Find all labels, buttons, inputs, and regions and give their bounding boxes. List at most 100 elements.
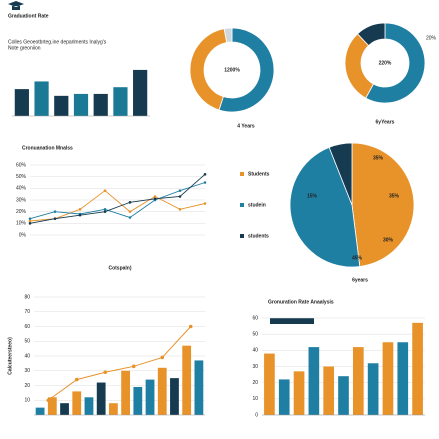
- point: [103, 208, 107, 211]
- point: [78, 213, 82, 217]
- bar: [133, 69, 148, 116]
- point: [78, 208, 82, 211]
- bar: [323, 366, 335, 415]
- donut-segment: [189, 28, 228, 111]
- bar: [133, 386, 143, 415]
- point: [28, 217, 32, 220]
- y-tick-label: 20%: [16, 209, 27, 215]
- pie-slice: [289, 146, 361, 268]
- bar: [170, 378, 179, 415]
- y-tick-label: 50: [24, 339, 30, 345]
- line: [29, 190, 206, 222]
- point: [103, 189, 107, 192]
- subtitle: Colles Geoeotbrteg.ine deparlments Inaly…: [8, 39, 107, 45]
- legend-label: studein: [248, 202, 266, 208]
- bar: [108, 403, 118, 415]
- bar: [93, 93, 108, 116]
- y-tick-label: 0%: [19, 232, 27, 238]
- donut-segment: [223, 27, 233, 43]
- bar: [73, 93, 89, 116]
- y-tick-label: 20: [24, 383, 30, 389]
- bar: [194, 360, 204, 415]
- point: [160, 355, 165, 360]
- donut-segment: [365, 22, 426, 104]
- legend-label: students: [248, 233, 269, 239]
- y-tick-label: 20: [252, 380, 258, 386]
- point: [178, 195, 182, 198]
- bar: [121, 370, 131, 415]
- point: [46, 398, 51, 403]
- bar: [397, 342, 409, 415]
- bar: [34, 81, 49, 116]
- y-tick-label: 10: [252, 396, 258, 402]
- y-tick-label: 40: [252, 348, 258, 354]
- slice-label: 35%: [373, 155, 384, 161]
- caption: 4 Years: [237, 123, 255, 129]
- bar: [96, 382, 106, 415]
- bar: [412, 322, 423, 415]
- bar: [293, 371, 305, 415]
- note: Note greoniion: [8, 45, 41, 51]
- bar: [278, 379, 290, 415]
- bar: [145, 379, 155, 415]
- y-tick-label: 60%: [16, 162, 27, 168]
- point: [128, 201, 132, 204]
- bar: [113, 87, 128, 116]
- point: [203, 173, 207, 176]
- donut-segment: [357, 22, 386, 47]
- bar: [157, 367, 167, 415]
- y-tick-label: 80: [24, 294, 30, 300]
- point: [178, 208, 182, 211]
- legend-swatch: [270, 318, 314, 324]
- y-tick-label: 60: [24, 324, 30, 330]
- caption: 6years: [352, 277, 368, 283]
- y-tick-label: 30%: [16, 197, 27, 203]
- center-label: 220%: [379, 60, 392, 66]
- slice-label: 35%: [389, 193, 400, 199]
- point: [53, 217, 57, 220]
- bar: [382, 342, 394, 415]
- x-label: Cotspaln): [108, 265, 131, 271]
- legend-swatch: [240, 234, 244, 238]
- y-tick-label: 30: [24, 368, 30, 374]
- bar: [308, 347, 320, 415]
- legend-label: Students: [248, 171, 270, 177]
- point: [178, 189, 182, 192]
- line: [29, 173, 206, 224]
- bar: [54, 95, 69, 116]
- point: [74, 377, 79, 382]
- point: [103, 370, 108, 375]
- legend-swatch: [240, 172, 244, 176]
- point: [153, 197, 157, 201]
- y-label: Calcuteersteeo): [7, 337, 13, 375]
- line: [47, 326, 192, 401]
- y-tick-label: 70: [24, 309, 30, 315]
- y-tick-label: 10: [24, 398, 30, 404]
- point: [103, 210, 107, 213]
- y-tick-label: 50: [252, 331, 258, 337]
- y-tick-label: 40%: [16, 186, 27, 192]
- bar: [72, 391, 82, 415]
- y-tick-label: 50%: [16, 174, 27, 180]
- point: [28, 222, 32, 225]
- title: Cronuanation Mnalss: [22, 145, 73, 151]
- y-tick-label: 30: [252, 364, 258, 370]
- bar: [47, 397, 57, 415]
- annotation: 20%: [426, 35, 437, 41]
- pie-slice: [351, 142, 415, 267]
- bar: [182, 345, 192, 415]
- y-tick-label: 10%: [16, 221, 27, 227]
- point: [28, 219, 32, 223]
- point: [128, 210, 132, 213]
- y-tick-label: 40: [24, 353, 30, 359]
- point: [203, 181, 207, 184]
- point: [53, 210, 57, 213]
- slice-label: 15%: [307, 193, 318, 199]
- donut-segment: [218, 27, 275, 113]
- title: Graduationt Rate: [8, 13, 49, 19]
- bar: [84, 397, 94, 415]
- point: [188, 324, 193, 329]
- legend-swatch: [240, 203, 244, 207]
- center-label: 1200%: [224, 67, 240, 73]
